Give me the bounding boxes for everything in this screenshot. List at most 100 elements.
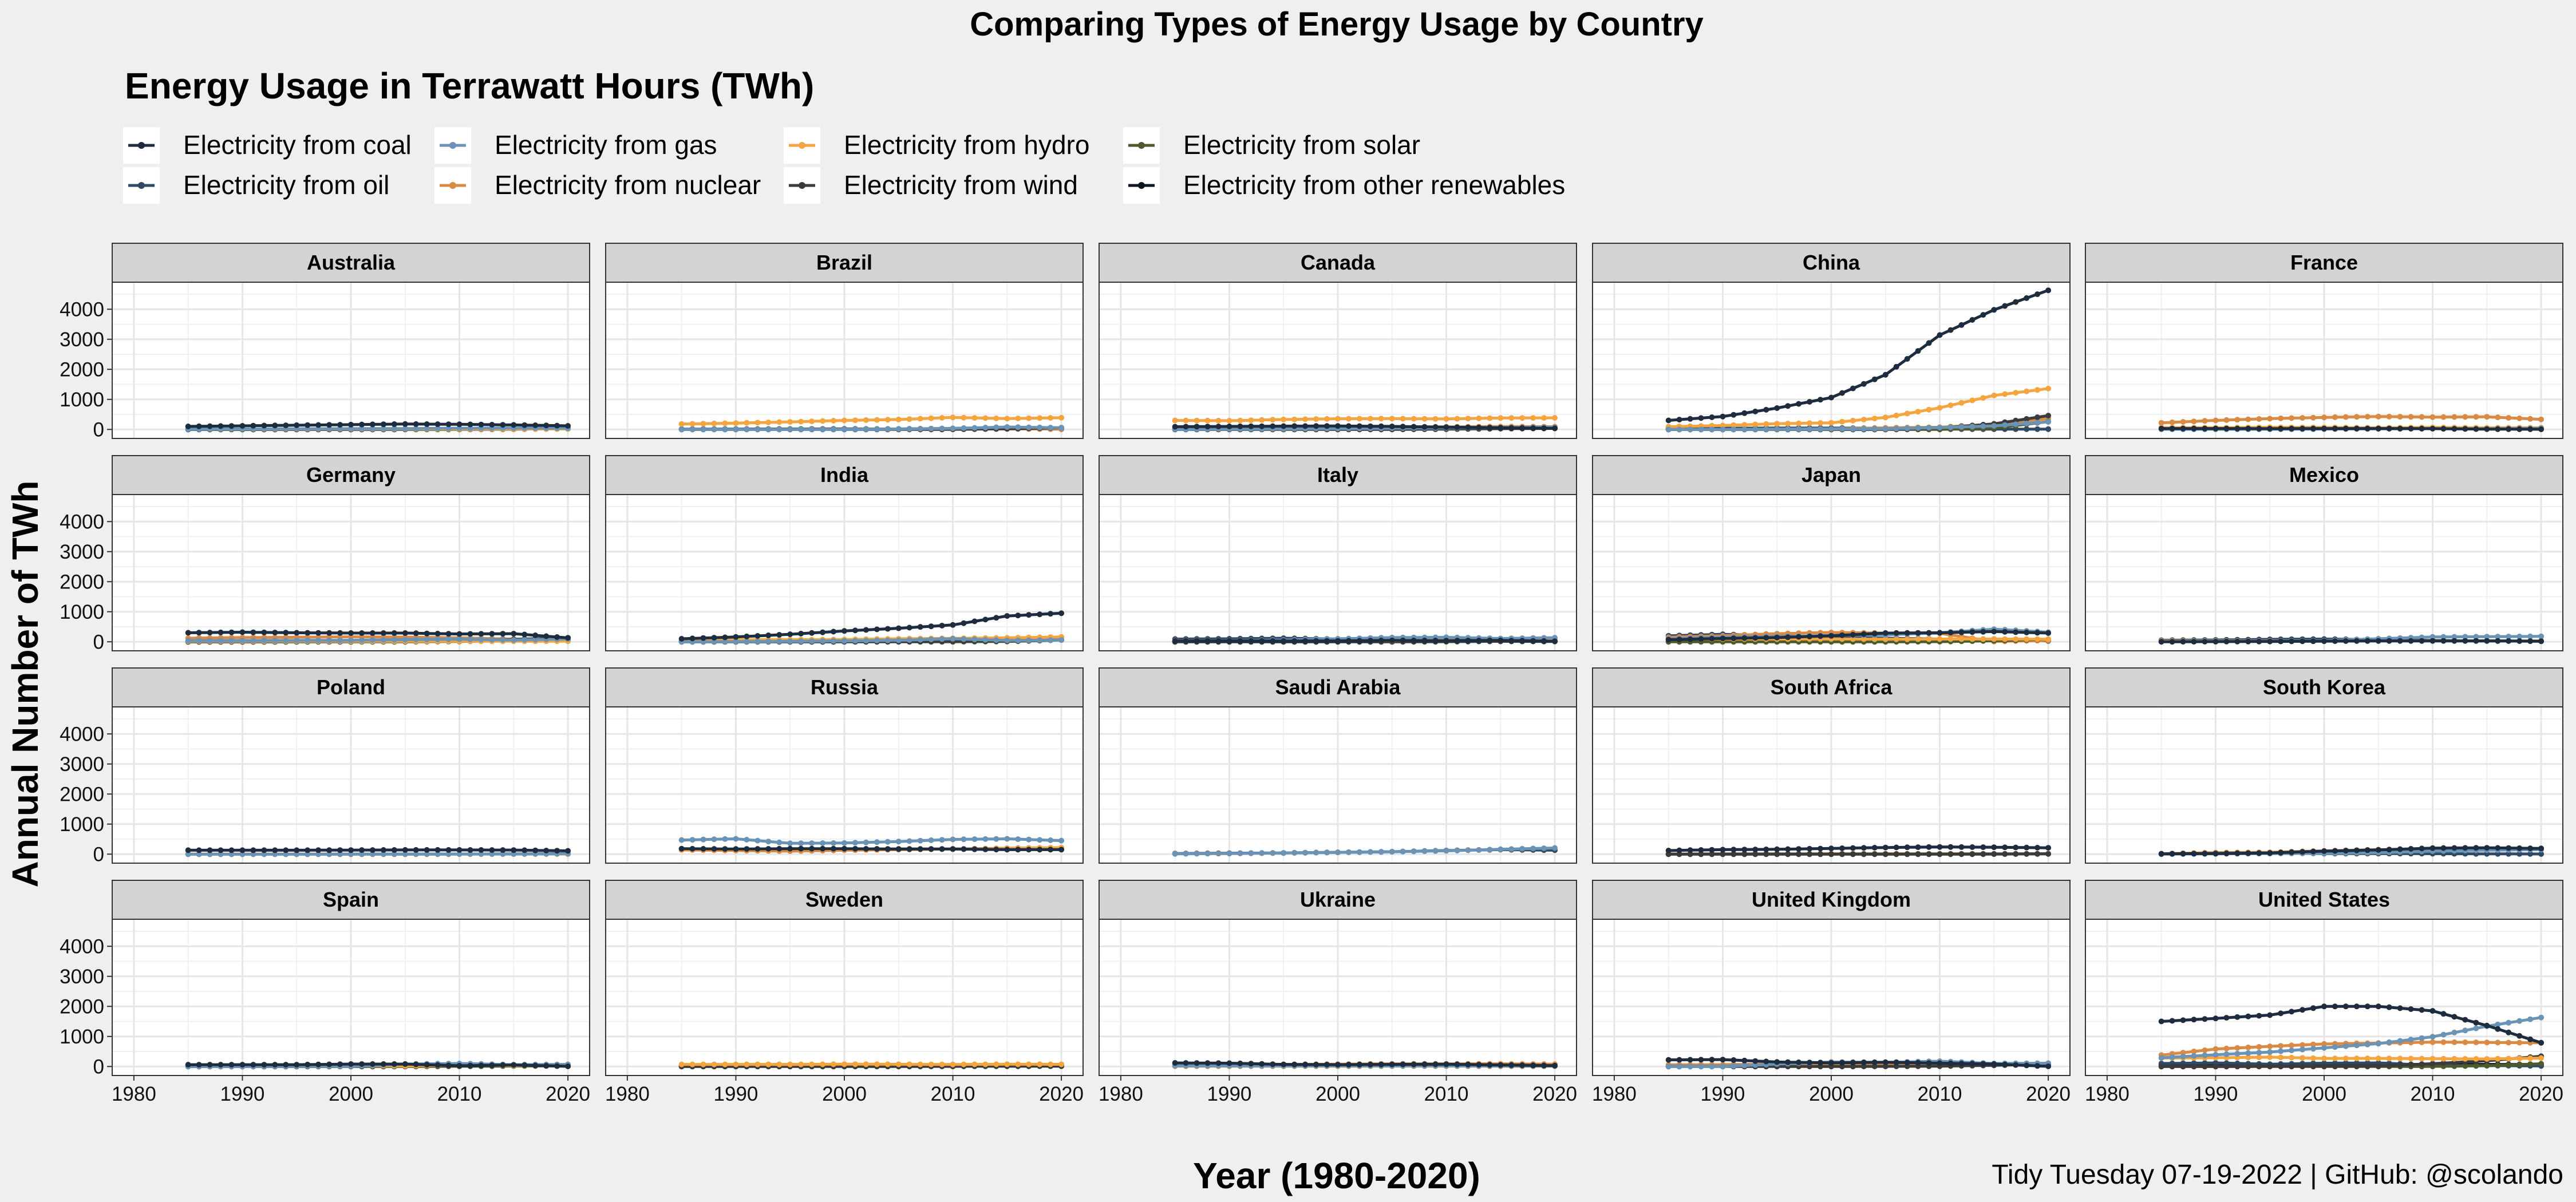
- series-point-gas: [207, 638, 213, 644]
- series-point-coal: [711, 635, 717, 641]
- x-tick-label: 1990: [2194, 1083, 2238, 1105]
- series-point-gas: [776, 839, 783, 845]
- series-point-coal: [1991, 844, 1997, 851]
- series-point-gas: [754, 426, 761, 433]
- series-point-gas: [1709, 1063, 1715, 1070]
- series-point-coal: [1969, 629, 1976, 635]
- legend-marker-oil: [138, 182, 145, 189]
- series-point-hydro: [993, 415, 999, 421]
- y-tick-label: 3000: [60, 753, 104, 776]
- series-point-gas: [1730, 426, 1737, 433]
- series-point-coal: [2256, 425, 2262, 432]
- series-point-coal: [1048, 611, 1054, 617]
- series-point-nuclear: [2506, 415, 2512, 421]
- series-point-hydro: [1378, 416, 1384, 422]
- series-point-coal: [294, 422, 300, 428]
- series-point-hydro: [1860, 636, 1867, 642]
- series-point-hydro: [1850, 417, 1856, 424]
- series-point-hydro: [1926, 636, 1932, 642]
- series-point-coal: [2191, 639, 2197, 645]
- series-point-gas: [852, 426, 858, 432]
- series-point-gas: [2158, 1055, 2164, 1061]
- series-point-coal: [1248, 423, 1254, 429]
- series-point-coal: [1665, 417, 1672, 424]
- series-point-coal: [445, 631, 452, 637]
- series-point-gas: [961, 836, 967, 843]
- series-point-coal: [272, 422, 278, 429]
- series-point-coal: [1763, 635, 1769, 641]
- series-point-coal: [521, 1062, 528, 1069]
- series-point-coal: [305, 630, 311, 636]
- series-point-gas: [1487, 847, 1493, 853]
- series-point-coal: [1871, 376, 1878, 382]
- series-point-coal: [1270, 638, 1276, 644]
- series-point-coal: [1969, 844, 1976, 850]
- series-point-coal: [1015, 612, 1021, 619]
- series-point-hydro: [2440, 1055, 2447, 1062]
- series-point-hydro: [1915, 409, 1921, 415]
- series-point-nuclear: [2158, 420, 2164, 426]
- y-tick-label: 1000: [60, 813, 104, 836]
- series-point-nuclear: [2310, 1041, 2316, 1047]
- series-point-coal: [1313, 423, 1319, 429]
- series-point-coal: [2408, 638, 2414, 644]
- series-point-wind: [2419, 1061, 2425, 1067]
- series-point-coal: [1676, 1057, 1682, 1063]
- series-point-coal: [863, 627, 869, 633]
- series-point-coal: [1389, 424, 1395, 429]
- series-point-coal: [1947, 630, 1954, 636]
- series-point-coal: [1893, 1059, 1899, 1066]
- series-point-coal: [1937, 1060, 1943, 1066]
- series-point-coal: [272, 847, 278, 853]
- series-point-coal: [1698, 1057, 1704, 1063]
- series-point-coal: [1980, 628, 1986, 635]
- series-point-gas: [413, 851, 419, 857]
- series-point-solar: [2484, 1062, 2490, 1069]
- series-point-gas: [1411, 848, 1417, 855]
- series-point-coal: [1958, 629, 1965, 635]
- series-point-coal: [2527, 1036, 2534, 1042]
- series-point-gas: [272, 638, 278, 643]
- series-point-coal: [467, 421, 473, 428]
- series-point-coal: [315, 422, 322, 428]
- series-point-coal: [2506, 426, 2512, 432]
- series-point-coal: [1183, 638, 1189, 644]
- series-point-gas: [1676, 1063, 1682, 1070]
- series-point-wind: [1828, 851, 1834, 857]
- series-point-coal: [359, 847, 365, 853]
- series-point-coal: [1346, 423, 1352, 429]
- series-point-nuclear: [2300, 415, 2306, 421]
- series-point-gas: [863, 839, 869, 845]
- facet-label-russia: Russia: [811, 675, 879, 699]
- series-point-hydro: [2473, 1056, 2479, 1062]
- series-point-coal: [521, 422, 528, 428]
- series-point-hydro: [950, 1061, 956, 1067]
- series-coal: [1172, 1060, 1558, 1069]
- facet-label-south-korea: South Korea: [2263, 675, 2386, 699]
- legend-title: Energy Usage in Terrawatt Hours (TWh): [125, 65, 814, 106]
- series-point-gas: [2256, 1050, 2262, 1055]
- series-point-gas: [2191, 1053, 2197, 1059]
- series-point-coal: [1454, 424, 1460, 430]
- facet-strip-india: [605, 455, 1084, 495]
- series-point-coal: [831, 628, 836, 635]
- series-point-hydro: [1324, 416, 1330, 422]
- series-point-coal: [1698, 415, 1704, 421]
- series-point-nuclear: [2495, 1039, 2501, 1046]
- series-point-coal: [1476, 424, 1482, 430]
- series-point-coal: [1302, 638, 1309, 644]
- series-point-coal: [950, 622, 956, 628]
- series-point-coal: [1720, 413, 1726, 420]
- series-point-hydro: [1346, 416, 1352, 422]
- series-point-gas: [2332, 1044, 2338, 1050]
- series-point-gas: [1519, 845, 1526, 852]
- series-point-coal: [359, 630, 365, 636]
- series-point-gas: [820, 840, 826, 846]
- series-point-coal: [1828, 394, 1834, 401]
- facet-strip-japan: [1592, 455, 2071, 495]
- series-point-gas: [809, 840, 815, 847]
- series-point-gas: [2045, 419, 2052, 425]
- series-point-wind: [2289, 1063, 2295, 1069]
- series-point-coal: [2180, 639, 2186, 645]
- series-point-coal: [2451, 845, 2458, 851]
